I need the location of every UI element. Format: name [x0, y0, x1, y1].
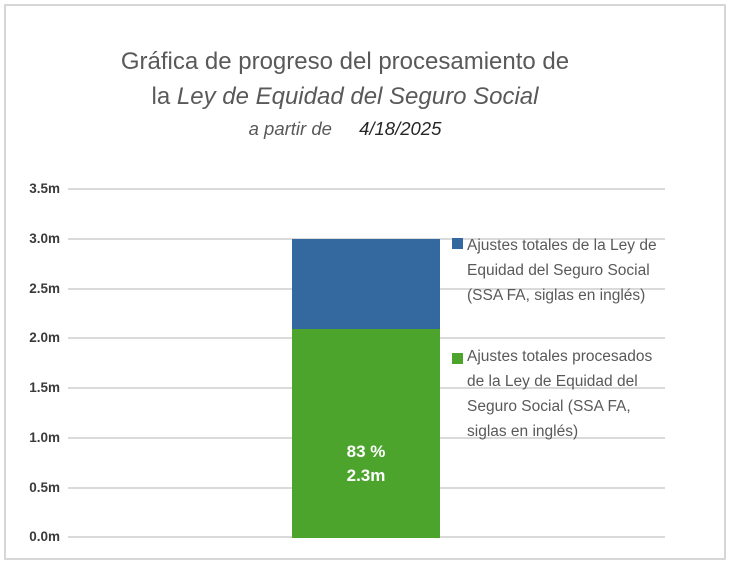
chart-title-line2-prefix: la	[151, 83, 171, 110]
y-tick-0-0m: 0.0m	[29, 529, 60, 544]
y-tick-2-0m: 2.0m	[29, 330, 60, 345]
y-tick-2-5m: 2.5m	[29, 281, 60, 296]
y-tick-3-5m: 3.5m	[29, 181, 60, 196]
legend-marker-processed-icon	[452, 353, 463, 364]
chart-subtitle: a partir de 4/18/2025	[30, 114, 660, 144]
legend-total-line2: Equidad del Seguro Social	[467, 262, 650, 279]
bar-percent-label: 83 %	[346, 442, 386, 461]
chart-title-line1: Gráfica de progreso del procesamiento de	[120, 48, 570, 75]
chart-title-line2: la Ley de Equidad del Seguro Social	[30, 79, 660, 114]
legend-processed-line4: siglas en inglés)	[467, 423, 579, 440]
bar-data-label: 83 % 2.3m	[292, 440, 440, 488]
legend-marker-total-icon	[452, 238, 463, 249]
legend-entry-processed: Ajustes totales procesados de la Ley de …	[467, 344, 712, 444]
legend-processed-line1: Ajustes totales procesados	[467, 348, 653, 365]
chart-title: Gráfica de progreso del procesamiento de…	[30, 44, 660, 144]
total-adjustments-bar-segment	[292, 239, 440, 329]
chart-title-line2-law-name: Ley de Equidad del Seguro Social	[176, 83, 539, 110]
as-of-label: a partir de	[248, 118, 332, 139]
chart-frame-border	[4, 4, 726, 560]
legend-processed-line2: de la Ley de Equidad del	[467, 373, 638, 390]
y-tick-1-0m: 1.0m	[29, 430, 60, 445]
as-of-date: 4/18/2025	[359, 118, 442, 139]
bar-value-label: 2.3m	[346, 466, 386, 485]
legend-total-line3: (SSA FA, siglas en inglés)	[467, 287, 646, 304]
processed-adjustments-bar-segment	[292, 329, 440, 538]
legend-processed-line3: Seguro Social (SSA FA,	[467, 398, 631, 415]
legend-entry-total: Ajustes totales de la Ley de Equidad del…	[467, 233, 712, 308]
y-tick-3-0m: 3.0m	[29, 231, 60, 246]
gridline-3-5m	[68, 188, 665, 190]
y-tick-1-5m: 1.5m	[29, 380, 60, 395]
y-tick-0-5m: 0.5m	[29, 480, 60, 495]
legend-total-line1: Ajustes totales de la Ley de	[467, 237, 657, 254]
